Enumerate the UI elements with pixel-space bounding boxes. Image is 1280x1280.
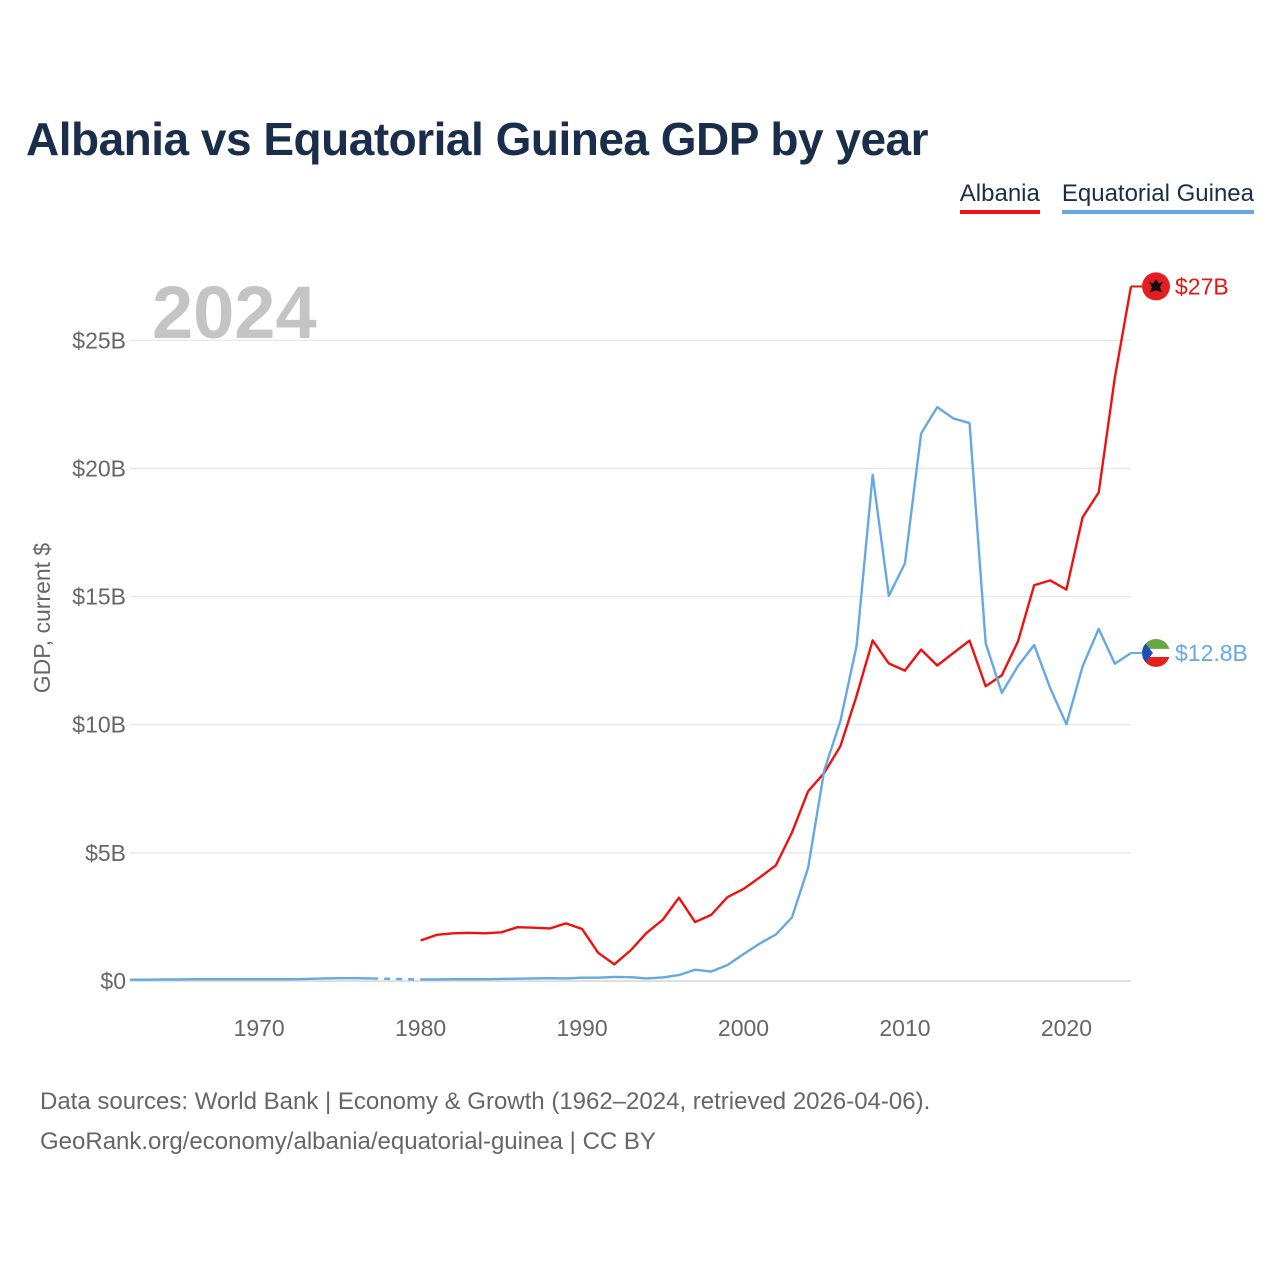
x-tick-label: 2010 [879, 1015, 930, 1041]
end-value-label-0: $27B [1175, 273, 1229, 299]
x-tick-label: 1990 [556, 1015, 607, 1041]
x-tick-label: 1980 [395, 1015, 446, 1041]
x-axis-ticks: 1970 1980 1990 2000 2010 2020 [234, 1015, 1092, 1041]
series-line-0-0 [421, 286, 1131, 964]
y-axis-ticks: $0 $5B $10B $15B $20B $25B [72, 327, 126, 994]
source-link[interactable]: GeoRank.org/economy/albania/equatorial-g… [40, 1122, 930, 1162]
end-markers: $27B $12.8B [1131, 272, 1248, 667]
x-tick-label: 2000 [718, 1015, 769, 1041]
y-tick-label: $10B [72, 712, 126, 738]
y-axis-label: GDP, current $ [29, 543, 55, 694]
series-line-1-1 [421, 407, 1131, 979]
y-tick-label: $20B [72, 455, 126, 481]
series-lines [130, 286, 1131, 979]
equatorial-guinea-flag-icon [1142, 639, 1170, 667]
series-gap-1 [372, 978, 420, 979]
eqg-flag-stripes [1142, 639, 1170, 667]
gdp-line-chart: 2024 $0 $5B $10B $15B $20B $25B 1970 1980 1990 2… [0, 0, 1280, 1070]
data-sources-text: Data sources: World Bank | Economy & Gro… [40, 1082, 930, 1122]
y-tick-label: $5B [85, 840, 126, 866]
series-line-1-0 [130, 978, 372, 980]
y-tick-label: $25B [72, 327, 126, 353]
y-tick-label: $15B [72, 584, 126, 610]
year-watermark: 2024 [152, 271, 317, 354]
x-tick-label: 2020 [1041, 1015, 1092, 1041]
footer: Data sources: World Bank | Economy & Gro… [40, 1082, 930, 1162]
gridlines [130, 340, 1131, 981]
end-value-label-1: $12.8B [1175, 640, 1248, 666]
albania-flag-icon [1142, 272, 1170, 300]
y-tick-label: $0 [100, 968, 126, 994]
x-tick-label: 1970 [234, 1015, 285, 1041]
